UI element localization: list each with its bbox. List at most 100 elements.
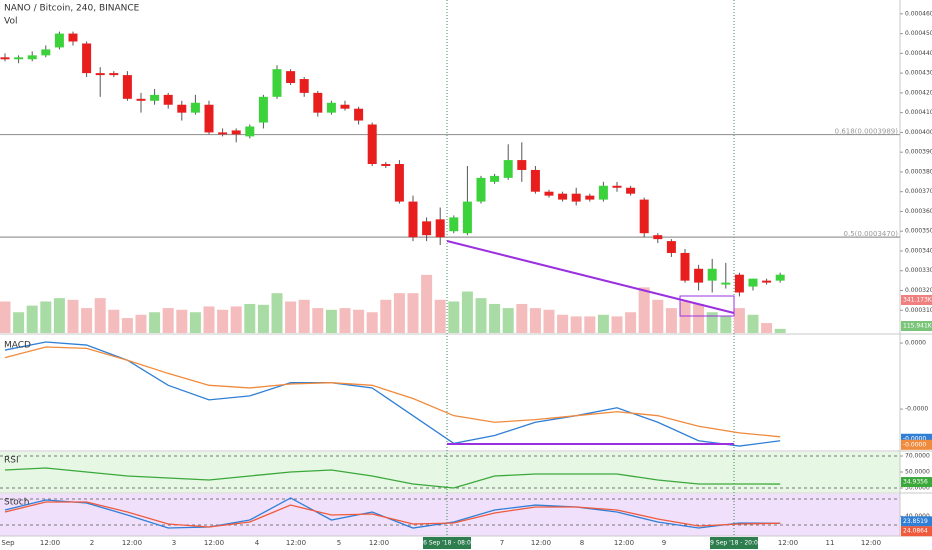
candle-body (109, 73, 119, 76)
volume-bar (380, 299, 392, 333)
x-tick-label: 8 (580, 539, 584, 547)
cursor-label: 06 Sep '18 - 08:00 (419, 540, 474, 547)
candle-body (680, 252, 690, 281)
x-tick-label: 9 (662, 539, 666, 547)
candle-body (626, 187, 636, 194)
candle-body (163, 94, 173, 105)
volume-bar (244, 303, 256, 333)
candle-body (517, 160, 527, 170)
volume-bar (421, 274, 433, 333)
candle-body (231, 130, 241, 135)
x-tick-label: 12:00 (40, 539, 60, 547)
candle-body (734, 274, 744, 293)
volume-bar (81, 308, 93, 333)
volume-bar (448, 301, 460, 333)
candle-body (313, 92, 323, 113)
volume-bar (40, 301, 52, 333)
y-tick-label: -0.0000 (905, 406, 928, 413)
volume-bar (162, 308, 174, 333)
volume-bar (230, 306, 242, 333)
symbol-title: NANO / Bitcoin, 240, BINANCE (4, 4, 140, 14)
candle-body (503, 160, 513, 178)
volume-bar (176, 309, 188, 333)
volume-bar (121, 318, 133, 333)
volume-bar (638, 287, 650, 333)
candle-body (585, 195, 595, 200)
candle-body (0, 57, 10, 60)
stoch-pane (0, 494, 900, 536)
x-tick-label: 5 (337, 539, 341, 547)
indicator-line (4, 501, 781, 528)
volume-bar (271, 293, 283, 333)
volume-bar (257, 304, 269, 333)
volume-bar (529, 308, 541, 333)
candle-body (476, 177, 486, 202)
volume-bar (94, 298, 106, 333)
volume-bar (761, 323, 773, 333)
volume-bar (597, 314, 609, 333)
value-badge-label: 23.8519 (903, 518, 928, 525)
volume-bar (366, 312, 378, 333)
volume-bar (26, 305, 38, 333)
volume-bar (774, 328, 786, 333)
y-tick-label: 70.0000 (905, 453, 930, 460)
candle-body (258, 96, 268, 123)
value-badge (901, 439, 932, 450)
candle-body (27, 55, 37, 60)
candle-body (204, 104, 214, 133)
candle-body (95, 73, 105, 76)
value-badge (901, 516, 932, 527)
volume-bar (189, 312, 201, 333)
candle-body (653, 235, 663, 240)
candle-body (721, 282, 731, 285)
value-badge (901, 433, 932, 444)
volume-bar (393, 293, 405, 333)
pane-title: Stoch (4, 498, 29, 508)
candle-body (299, 79, 309, 93)
volume-bar (312, 308, 324, 333)
volume-bar (720, 316, 732, 333)
candle-body (558, 193, 568, 200)
volume-bar (217, 309, 229, 333)
candle-body (41, 49, 51, 56)
y-tick-label: 30.0000 (905, 485, 930, 492)
candle-body (449, 217, 459, 232)
candle-body (122, 75, 132, 99)
rsi-pane (0, 452, 900, 492)
candle-body (272, 69, 282, 97)
candle-body (571, 193, 581, 202)
volume-bar (625, 312, 637, 333)
candle-body (367, 124, 377, 165)
x-tick-label: 11 (826, 539, 835, 547)
volume-bar (298, 299, 310, 333)
value-badge-label: 115.941K (903, 323, 932, 330)
volume-bar (149, 312, 161, 333)
cursor-badge (710, 537, 758, 549)
volume-bar (693, 303, 705, 333)
trend-line (446, 240, 735, 314)
volume-bar (67, 299, 79, 333)
candle-body (435, 219, 445, 238)
volume-bar (557, 314, 569, 333)
volume-bar (665, 308, 677, 333)
candle-body (136, 98, 146, 101)
pane-title: MACD (4, 341, 31, 351)
volume-bar (706, 312, 718, 333)
candle-body (68, 33, 78, 42)
volume-bar (679, 301, 691, 333)
volume-title: Vol (4, 17, 17, 27)
candle-body (544, 191, 554, 196)
